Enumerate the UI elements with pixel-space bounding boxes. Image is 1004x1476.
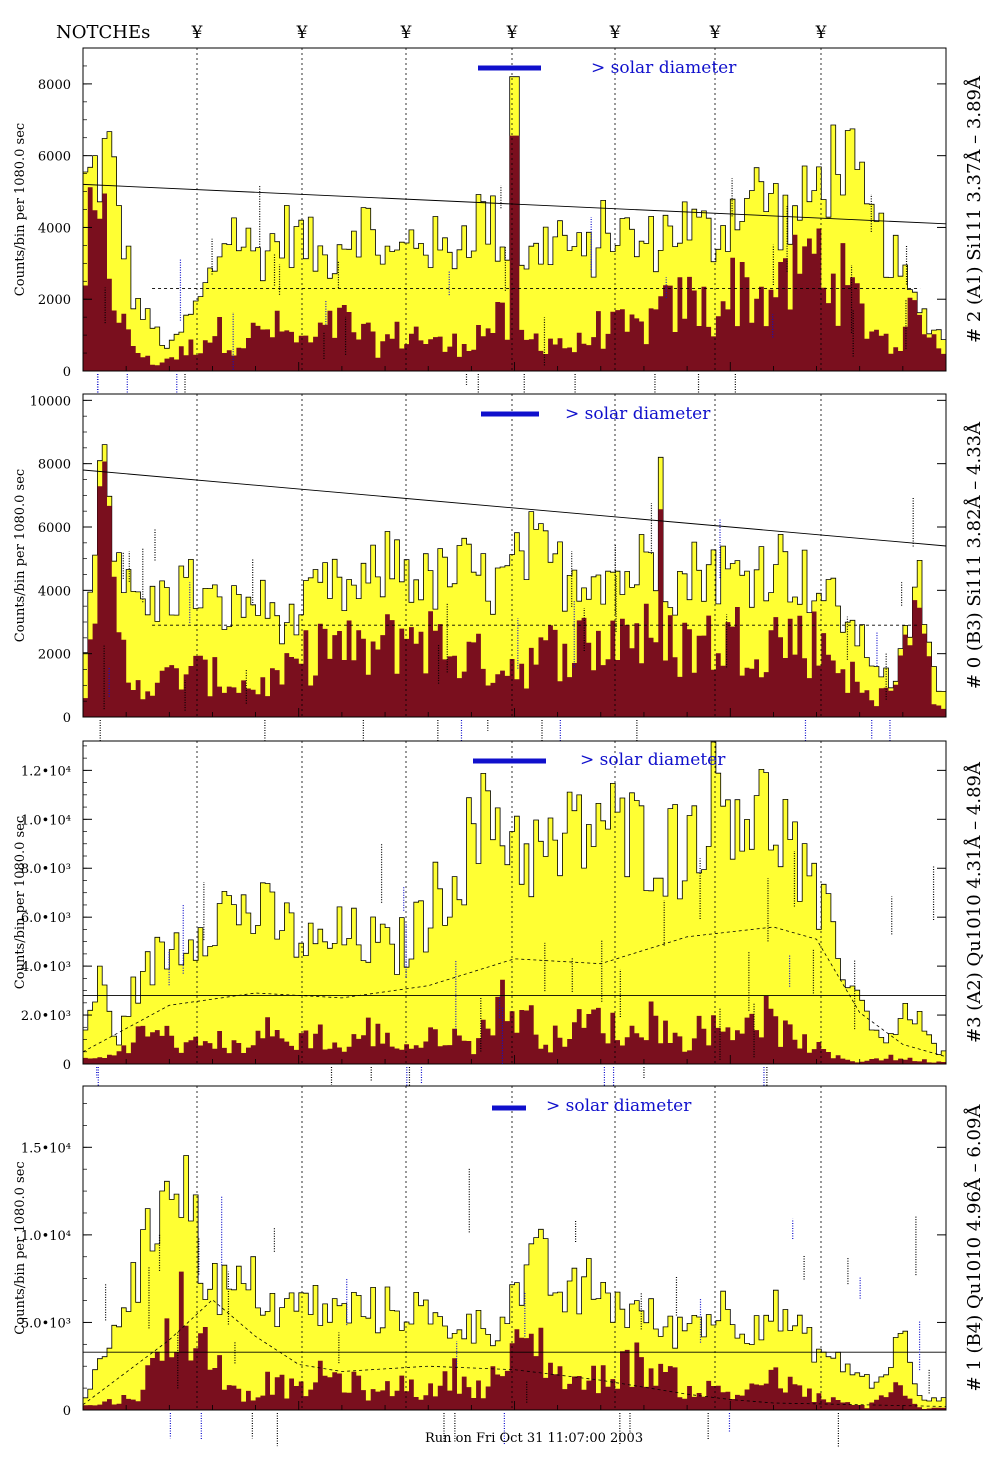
y-tick-label: 1.0•10⁴: [21, 813, 71, 828]
y-tick-label: 4.0•10³: [21, 960, 71, 975]
y-tick-label: 0: [63, 711, 71, 726]
panel-b4-qu1010: 0 5.0•10³ 1.0•10⁴ 1.5•10⁴ # 1 (B4) Qu1010 4…: [13, 1085, 985, 1448]
notches-label: NOTCHEs: [56, 22, 150, 43]
y-tick-label: 8000: [38, 78, 71, 93]
y-tick-label: 4000: [38, 221, 71, 236]
y-tick-label: 1.0•10⁴: [21, 1229, 71, 1244]
y-tick-label: 1.5•10⁴: [21, 1141, 71, 1156]
plot-layer: 0 2.0•10³ 4.0•10³ 6.0•10³ 8.0•10³ 1.0•10⁴ 1.2•…: [21, 740, 947, 1103]
notch-symbol: ¥: [191, 23, 203, 43]
panel-label: # 1 (B4) Qu1010 4.96Å – 6.09Å: [963, 1104, 985, 1392]
y-tick-label: 1.2•10⁴: [21, 764, 71, 779]
y-tick-label: 2000: [38, 293, 71, 308]
notch-symbol: ¥: [609, 23, 621, 43]
y-axis-label: Counts/bin per 1080.0 sec: [13, 816, 28, 989]
background-fit-line: [82, 183, 947, 225]
solar-diameter-label: > solar diameter: [565, 404, 711, 424]
solar-diameter-label: > solar diameter: [546, 1096, 692, 1116]
run-timestamp: Run on Fri Oct 31 11:07:00 2003: [425, 1431, 643, 1446]
plot-layer: 0 5.0•10³ 1.0•10⁴ 1.5•10⁴: [21, 1085, 947, 1448]
y-tick-label: 6000: [38, 521, 71, 536]
notch-symbol: ¥: [709, 23, 721, 43]
solar-diameter-label: > solar diameter: [580, 750, 726, 770]
y-tick-label: 8000: [38, 458, 71, 473]
y-axis-label: Counts/bin per 1080.0 sec: [13, 123, 28, 296]
panel-b3-si111: 0 2000 4000 6000 8000 10000 # 0 (B3) Si111 3.…: [13, 393, 985, 756]
solar-diameter-label: > solar diameter: [591, 58, 737, 78]
model-curve-dashed: [82, 926, 947, 1058]
notch-symbol: ¥: [296, 23, 308, 43]
y-tick-label: 0: [63, 365, 71, 380]
notch-symbol: ¥: [815, 23, 827, 43]
subset-counts-histogram: [83, 135, 946, 371]
y-tick-label: 8.0•10³: [21, 862, 71, 877]
y-tick-label: 10000: [30, 394, 71, 409]
panel-label: # 2 (A1) Si111 3.37Å – 3.89Å: [963, 75, 985, 343]
plot-layer: 0 2000 4000 6000 8000 10000: [30, 393, 947, 756]
y-tick-label: 5.0•10³: [21, 1316, 71, 1331]
subset-counts-histogram: [83, 1271, 946, 1410]
y-tick-label: 4000: [38, 584, 71, 599]
y-tick-label: 6.0•10³: [21, 911, 71, 926]
y-tick-label: 6000: [38, 150, 71, 165]
y-axis-label: Counts/bin per 1080.0 sec: [13, 469, 28, 642]
y-tick-label: 0: [63, 1058, 71, 1073]
total-counts-histogram: [82, 741, 947, 1065]
notch-symbol: ¥: [506, 23, 518, 43]
plot-layer: 0 2000 4000 6000 8000: [38, 47, 947, 411]
notch-symbols: ¥ ¥ ¥ ¥ ¥ ¥ ¥: [191, 23, 827, 43]
y-tick-label: 2.0•10³: [21, 1009, 71, 1024]
y-axis-label: Counts/bin per 1080.0 sec: [13, 1161, 28, 1334]
y-tick-label: 0: [63, 1404, 71, 1419]
panel-a2-qu1010: 0 2.0•10³ 4.0•10³ 6.0•10³ 8.0•10³ 1.0•10⁴ 1.2•…: [13, 740, 985, 1103]
model-curve-dashed: [82, 1299, 947, 1407]
subset-counts-histogram: [83, 461, 946, 717]
panel-a1-si111: 0 2000 4000 6000 8000 # 2 (A1) Si111 3.37Å –…: [13, 47, 985, 411]
background-fit-line: [82, 469, 947, 547]
panel-label: #3 (A2) Qu1010 4.31Å – 4.89Å: [963, 761, 985, 1043]
notch-symbol: ¥: [400, 23, 412, 43]
total-counts-histogram: [82, 1155, 947, 1411]
y-tick-label: 2000: [38, 648, 71, 663]
subset-counts-histogram: [83, 979, 946, 1064]
panel-label: # 0 (B3) Si111 3.82Å – 4.33Å: [963, 421, 985, 689]
